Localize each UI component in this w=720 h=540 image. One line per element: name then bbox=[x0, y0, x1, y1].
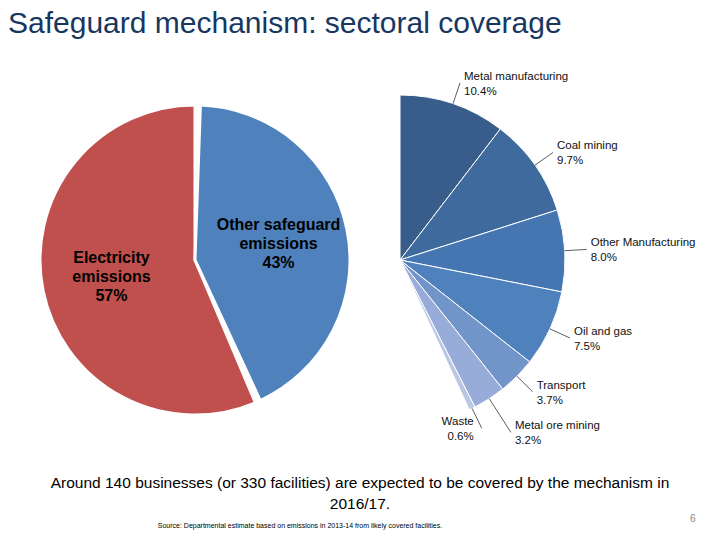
html-text:Source: Departmental estimate: Source: Departmental estimate based on e… bbox=[157, 522, 443, 529]
svg-text:Other safeguardemissions43%: Other safeguardemissions43% bbox=[217, 216, 341, 271]
svg-text:Metal manufacturing10.4%: Metal manufacturing10.4% bbox=[464, 70, 568, 97]
html-text:Around 140 businesses (or 330: Around 140 businesses (or 330 facilities… bbox=[50, 474, 670, 512]
svg-text:Oil and gas7.5%: Oil and gas7.5% bbox=[574, 325, 632, 352]
svg-text:Coal mining9.7%: Coal mining9.7% bbox=[557, 139, 618, 166]
svg-text:Other Manufacturing8.0%: Other Manufacturing8.0% bbox=[591, 236, 696, 263]
html-text:Safeguard mechanism: sectoral: Safeguard mechanism: sectoral coverage bbox=[8, 6, 562, 39]
svg-text:Electricityemissions57%: Electricityemissions57% bbox=[72, 249, 150, 304]
html-text:6: 6 bbox=[690, 513, 696, 524]
svg-text:Transport3.7%: Transport3.7% bbox=[537, 379, 587, 406]
svg-text:Metal ore mining3.2%: Metal ore mining3.2% bbox=[515, 419, 600, 446]
svg-text:Waste0.6%: Waste0.6% bbox=[442, 415, 474, 442]
